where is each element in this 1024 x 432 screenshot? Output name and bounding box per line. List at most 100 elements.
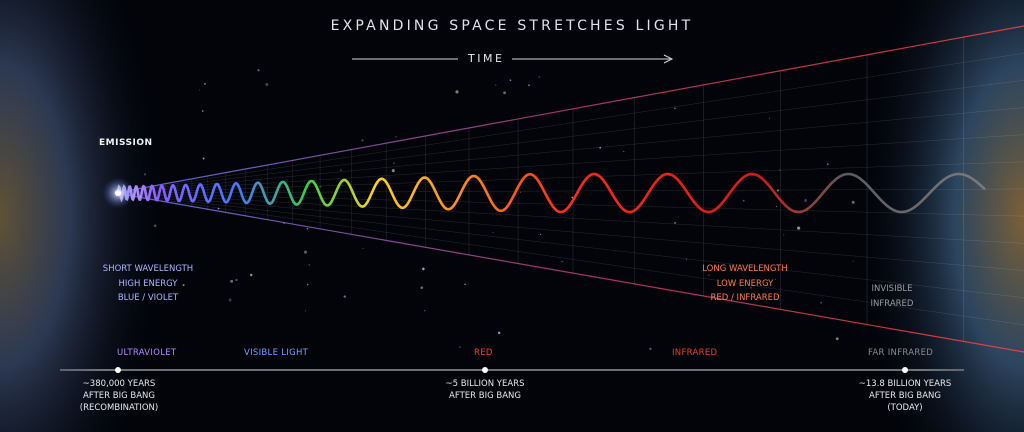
background-star bbox=[182, 284, 185, 287]
background-star bbox=[852, 260, 854, 262]
background-star bbox=[257, 69, 260, 72]
background-star bbox=[774, 278, 776, 280]
background-star bbox=[775, 205, 778, 208]
background-star bbox=[343, 295, 346, 298]
background-star bbox=[422, 267, 425, 271]
five-billion-years: ~5 BILLION YEARS bbox=[445, 379, 525, 389]
background-star bbox=[783, 234, 785, 236]
timeline-marker-recombination bbox=[115, 367, 121, 373]
blue-violet-label: BLUE / VIOLET bbox=[117, 293, 179, 303]
five-billion-after: AFTER BIG BANG bbox=[449, 391, 521, 401]
background-star bbox=[319, 185, 322, 188]
background-star bbox=[420, 286, 424, 290]
background-star bbox=[685, 258, 687, 260]
background-star bbox=[153, 224, 157, 228]
background-star bbox=[769, 118, 770, 119]
infrared-note-label: INFRARED bbox=[870, 298, 914, 309]
background-star bbox=[540, 233, 542, 236]
recombination-note: (RECOMBINATION) bbox=[79, 403, 159, 413]
background-star bbox=[230, 279, 234, 283]
today-note: (TODAY) bbox=[887, 403, 923, 413]
background-star bbox=[674, 107, 676, 109]
band-red: RED bbox=[474, 348, 493, 358]
long-wavelength-block: LONG WAVELENGTH LOW ENERGY RED / INFRARE… bbox=[680, 262, 810, 306]
diagram-title: EXPANDING SPACE STRETCHES LIGHT bbox=[330, 18, 694, 34]
expanding-space-grid bbox=[114, 25, 1024, 353]
band-infrared: INFRARED bbox=[672, 348, 718, 358]
grid-radial bbox=[114, 52, 1024, 194]
background-star bbox=[362, 248, 364, 249]
grid-radial bbox=[114, 192, 1024, 298]
band-far-infrared: FAR INFRARED bbox=[868, 348, 934, 358]
background-star bbox=[308, 264, 310, 266]
background-star bbox=[599, 146, 602, 149]
background-star bbox=[674, 221, 677, 224]
invisible-infrared-block: INVISIBLE INFRARED bbox=[842, 282, 942, 311]
low-energy-label: LOW ENERGY bbox=[716, 278, 774, 289]
background-star bbox=[204, 82, 206, 85]
grid-radial bbox=[114, 192, 1024, 326]
high-energy-label: HIGH ENERGY bbox=[118, 278, 178, 289]
background-star bbox=[228, 298, 232, 302]
background-star bbox=[340, 169, 342, 171]
time-arrow-head bbox=[663, 54, 674, 64]
cmb-left-edge bbox=[0, 0, 200, 432]
background-star bbox=[561, 260, 564, 263]
background-star bbox=[464, 283, 466, 286]
grid-radial bbox=[114, 134, 1024, 194]
cmb-right-edge bbox=[824, 0, 1024, 432]
background-star bbox=[494, 84, 497, 86]
background-star bbox=[492, 232, 494, 234]
cone-top-edge bbox=[114, 25, 1024, 194]
timeline-label-5-billion: ~5 BILLION YEARS AFTER BIG BANG bbox=[430, 378, 540, 402]
light-wave bbox=[116, 172, 986, 214]
grid-radial bbox=[114, 161, 1024, 194]
background-star bbox=[820, 301, 822, 304]
background-star bbox=[835, 337, 839, 341]
background-star bbox=[509, 79, 512, 82]
red-infrared-label: RED / INFRARED bbox=[710, 293, 780, 303]
band-ultraviolet: ULTRAVIOLET bbox=[117, 348, 177, 358]
invisible-label: INVISIBLE bbox=[871, 284, 913, 294]
background-star bbox=[424, 310, 426, 312]
emission-label: EMISSION bbox=[99, 138, 153, 148]
long-wavelength-label: LONG WAVELENGTH bbox=[702, 264, 788, 274]
short-wavelength-label: SHORT WAVELENGTH bbox=[102, 264, 194, 274]
grid-radial bbox=[114, 192, 1024, 271]
background-star bbox=[391, 169, 395, 173]
background-star bbox=[851, 200, 855, 204]
background-star bbox=[623, 150, 625, 153]
timeline-label-today: ~13.8 BILLION YEARS AFTER BIG BANG (TODA… bbox=[845, 378, 965, 414]
background-star bbox=[455, 90, 459, 94]
grid-radial bbox=[114, 80, 1024, 194]
background-star bbox=[459, 346, 461, 348]
short-wavelength-block: SHORT WAVELENGTH HIGH ENERGY BLUE / VIOL… bbox=[92, 262, 204, 306]
background-star bbox=[538, 76, 541, 78]
background-star bbox=[395, 136, 397, 138]
background-star bbox=[528, 84, 531, 87]
background-star bbox=[797, 226, 801, 230]
background-star bbox=[826, 163, 829, 166]
grid-radial bbox=[114, 107, 1024, 194]
background-star bbox=[804, 199, 808, 202]
background-star bbox=[742, 199, 745, 202]
background-star bbox=[393, 162, 395, 164]
background-star bbox=[776, 189, 779, 192]
background-star bbox=[361, 139, 364, 142]
background-star bbox=[217, 207, 220, 210]
background-star bbox=[749, 286, 752, 289]
timeline-marker-today bbox=[902, 367, 908, 373]
timeline-marker-5-billion bbox=[482, 367, 488, 373]
today-years: ~13.8 BILLION YEARS bbox=[858, 379, 952, 389]
background-star bbox=[778, 169, 781, 171]
background-star bbox=[304, 310, 307, 312]
band-visible-light: VISIBLE LIGHT bbox=[244, 348, 309, 358]
background-star bbox=[199, 89, 201, 91]
background-star bbox=[143, 173, 147, 176]
background-star bbox=[265, 82, 269, 87]
recombination-after: AFTER BIG BANG bbox=[83, 391, 155, 401]
background-star bbox=[304, 250, 307, 254]
background-star bbox=[497, 331, 501, 335]
